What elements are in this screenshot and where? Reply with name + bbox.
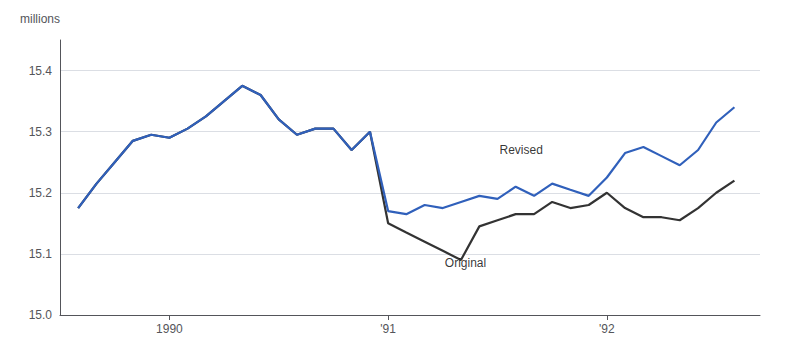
svg-text:millions: millions (20, 12, 60, 26)
svg-text:1990: 1990 (156, 322, 183, 336)
svg-text:Original: Original (445, 256, 486, 270)
svg-text:15.4: 15.4 (29, 64, 53, 78)
svg-text:Revised: Revised (500, 143, 543, 157)
svg-text:15.1: 15.1 (29, 247, 53, 261)
svg-text:'91: '91 (380, 322, 396, 336)
svg-text:15.3: 15.3 (29, 125, 53, 139)
svg-text:15.0: 15.0 (29, 308, 53, 322)
svg-text:15.2: 15.2 (29, 186, 53, 200)
svg-text:'92: '92 (599, 322, 615, 336)
